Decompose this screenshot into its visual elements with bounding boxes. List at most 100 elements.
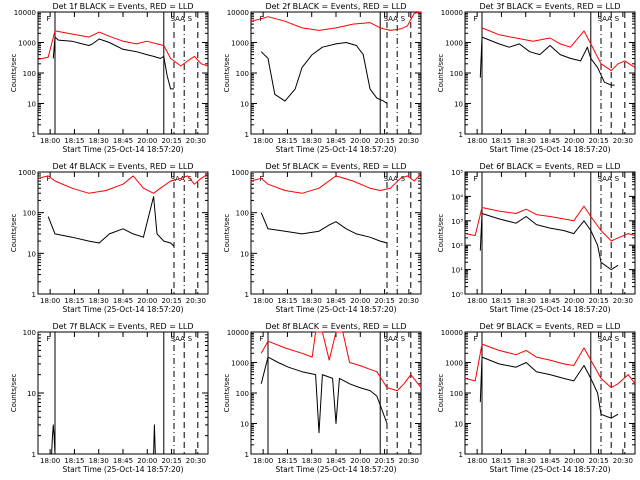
series-line-events [479, 36, 615, 86]
flag-label: F [47, 335, 51, 343]
x-tick-label: 18:15 [491, 297, 511, 305]
x-tick-label: 20:30 [399, 137, 419, 145]
x-tick-label: 20:30 [186, 297, 206, 305]
y-tick-label: 1 [245, 451, 249, 459]
flag-label: S [188, 15, 193, 23]
series-line-events [479, 213, 619, 271]
x-tick-label: 20:15 [374, 457, 394, 465]
x-tick-label: 18:00 [253, 137, 273, 145]
y-tick-label: 1 [245, 291, 249, 299]
x-tick-label: 18:15 [491, 137, 511, 145]
panel-7: Det 7f BLACK = Events, RED = LLD 1 10 100 18… [10, 322, 209, 474]
panel-title: Det 8f BLACK = Events, RED = LLD [265, 322, 406, 331]
panel-4: Det 4f BLACK = Events, RED = LLD 1 10 100 10… [10, 162, 209, 314]
x-tick-label: 18:30 [89, 297, 109, 305]
series-line-lld [250, 11, 422, 31]
y-tick-label: 1000 [445, 360, 463, 368]
x-tick-label: 20:30 [613, 297, 633, 305]
y-tick-label: 10¹ [451, 267, 463, 275]
series-line-events [52, 36, 174, 90]
plot-frame [464, 171, 636, 295]
x-tick-label: 18:45 [113, 457, 133, 465]
flag-label: SAA [384, 335, 399, 343]
panel-1: Det 1f BLACK = Events, RED = LLD 1 10 100 10… [10, 2, 209, 154]
x-axis-label: Start Time (25-Oct-14 18:57:20) [275, 145, 396, 154]
x-tick-label: 18:15 [64, 297, 84, 305]
flag-label: S [615, 335, 620, 343]
series-line-events [260, 212, 388, 244]
x-tick-label: 20:15 [374, 137, 394, 145]
x-tick-label: 20:15 [374, 297, 394, 305]
y-tick-label: 100 [23, 329, 36, 337]
flag-label: F [47, 15, 51, 23]
flag-label: S [401, 15, 406, 23]
x-tick-label: 18:00 [253, 297, 273, 305]
y-tick-label: 1000 [445, 40, 463, 48]
flag-label: S [615, 15, 620, 23]
flag-label: F [47, 175, 51, 183]
x-tick-label: 20:15 [588, 137, 608, 145]
x-tick-label: 18:00 [467, 457, 487, 465]
panel-title: Det 3f BLACK = Events, RED = LLD [479, 2, 620, 11]
panel-9: Det 9f BLACK = Events, RED = LLD 1 10 100 10… [437, 322, 636, 474]
y-tick-label: 10 [27, 250, 36, 258]
series-line-events [38, 424, 174, 455]
y-tick-label: 1 [459, 451, 463, 459]
y-axis-label: Counts/sec [437, 374, 445, 413]
y-tick-label: 10 [240, 421, 249, 429]
x-tick-label: 18:45 [113, 137, 133, 145]
y-tick-label: 10000 [441, 329, 463, 337]
flag-label: S [401, 335, 406, 343]
flag-label: S [615, 175, 620, 183]
y-tick-label: 10⁰ [451, 291, 463, 299]
x-tick-label: 20:30 [186, 457, 206, 465]
x-tick-label: 20:00 [350, 297, 370, 305]
x-tick-label: 18:00 [40, 137, 60, 145]
series-line-lld [464, 343, 636, 389]
plot-frame [464, 331, 636, 455]
y-tick-label: 10000 [227, 329, 249, 337]
x-tick-label: 18:15 [277, 297, 297, 305]
y-tick-label: 10 [454, 101, 463, 109]
y-tick-label: 1 [32, 451, 36, 459]
series-line-lld [37, 30, 209, 67]
y-tick-label: 10000 [14, 9, 36, 17]
series-line-lld [464, 205, 636, 242]
y-tick-label: 1000 [18, 169, 36, 177]
x-tick-label: 20:15 [588, 297, 608, 305]
x-axis-label: Start Time (25-Oct-14 18:57:20) [62, 465, 183, 474]
x-tick-label: 20:00 [564, 297, 584, 305]
y-tick-label: 10 [27, 390, 36, 398]
x-tick-label: 18:45 [326, 137, 346, 145]
panel-3: Det 3f BLACK = Events, RED = LLD 1 10 100 10… [437, 2, 636, 154]
y-axis-label: Counts/sec [10, 54, 18, 93]
flag-label: S [188, 335, 193, 343]
x-tick-label: 20:30 [186, 137, 206, 145]
x-tick-label: 20:00 [564, 457, 584, 465]
series-line-events [260, 42, 388, 104]
x-tick-label: 18:30 [516, 457, 536, 465]
x-axis-label: Start Time (25-Oct-14 18:57:20) [489, 305, 610, 314]
x-axis-label: Start Time (25-Oct-14 18:57:20) [62, 145, 183, 154]
y-tick-label: 100 [236, 70, 249, 78]
x-tick-label: 20:30 [613, 457, 633, 465]
x-tick-label: 20:00 [137, 137, 157, 145]
x-tick-label: 20:15 [161, 457, 181, 465]
panel-title: Det 1f BLACK = Events, RED = LLD [52, 2, 193, 11]
x-tick-label: 20:30 [613, 137, 633, 145]
x-tick-label: 18:15 [64, 137, 84, 145]
panel-title: Det 6f BLACK = Events, RED = LLD [479, 162, 620, 171]
y-tick-label: 100 [23, 210, 36, 218]
panel-8: Det 8f BLACK = Events, RED = LLD 1 10 100 10… [223, 322, 422, 474]
y-axis-label: Counts/sec [437, 54, 445, 93]
x-tick-label: 20:00 [350, 457, 370, 465]
y-tick-label: 1 [245, 131, 249, 139]
y-tick-label: 1000 [231, 40, 249, 48]
y-tick-label: 10 [240, 101, 249, 109]
y-tick-label: 100 [450, 390, 463, 398]
panel-title: Det 9f BLACK = Events, RED = LLD [479, 322, 620, 331]
flag-label: F [474, 15, 478, 23]
y-tick-label: 100 [236, 390, 249, 398]
series-line-lld [481, 27, 636, 72]
